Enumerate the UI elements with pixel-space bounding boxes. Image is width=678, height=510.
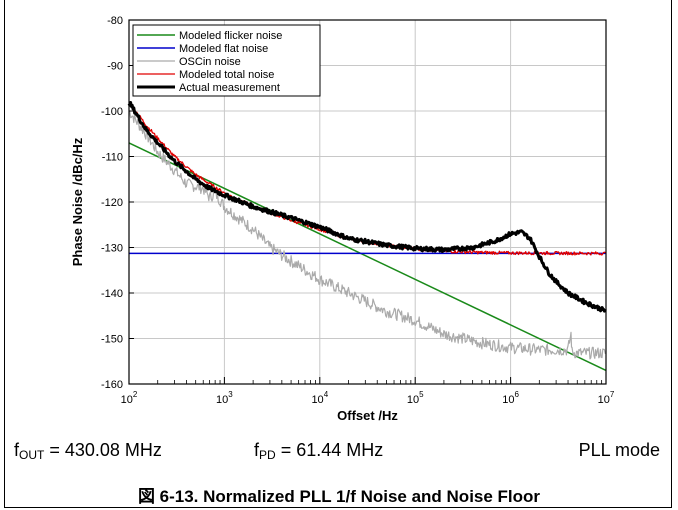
mode-label: PLL mode bbox=[578, 440, 660, 460]
y-tick-label: -120 bbox=[101, 197, 123, 209]
y-axis-title: Phase Noise /dBc/Hz bbox=[70, 137, 85, 266]
x-tick-label: 104 bbox=[311, 390, 328, 406]
x-tick-label: 106 bbox=[502, 390, 519, 406]
figure-frame bbox=[4, 0, 672, 508]
y-tick-label: -130 bbox=[101, 243, 123, 255]
y-tick-label: -150 bbox=[101, 334, 123, 346]
y-tick-label: -90 bbox=[107, 61, 123, 73]
x-tick-label: 105 bbox=[407, 390, 424, 406]
y-tick-label: -160 bbox=[101, 379, 123, 391]
y-tick-label: -100 bbox=[101, 106, 123, 118]
legend-label: Modeled total noise bbox=[179, 69, 274, 81]
series-line bbox=[128, 110, 607, 360]
x-tick-label: 102 bbox=[121, 390, 138, 406]
fpd-label: fPD = 61.44 MHz bbox=[254, 440, 384, 462]
legend-label: OSCin noise bbox=[179, 56, 241, 68]
x-tick-label: 103 bbox=[216, 390, 233, 406]
y-tick-label: -140 bbox=[101, 288, 123, 300]
y-tick-label: -110 bbox=[102, 152, 123, 164]
figure-caption: 図 6-13. Normalized PLL 1/f Noise and Noi… bbox=[137, 487, 541, 506]
legend-label: Modeled flicker noise bbox=[179, 30, 282, 42]
legend-label: Modeled flat noise bbox=[179, 43, 268, 55]
x-tick-label: 107 bbox=[598, 390, 615, 406]
series-layer bbox=[127, 101, 607, 372]
series-line bbox=[127, 101, 607, 313]
y-tick-label: -80 bbox=[107, 15, 123, 27]
legend-label: Actual measurement bbox=[179, 82, 280, 94]
fout-label: fOUT = 430.08 MHz bbox=[14, 440, 162, 462]
x-axis-title: Offset /Hz bbox=[337, 408, 398, 423]
series-line bbox=[128, 142, 607, 372]
